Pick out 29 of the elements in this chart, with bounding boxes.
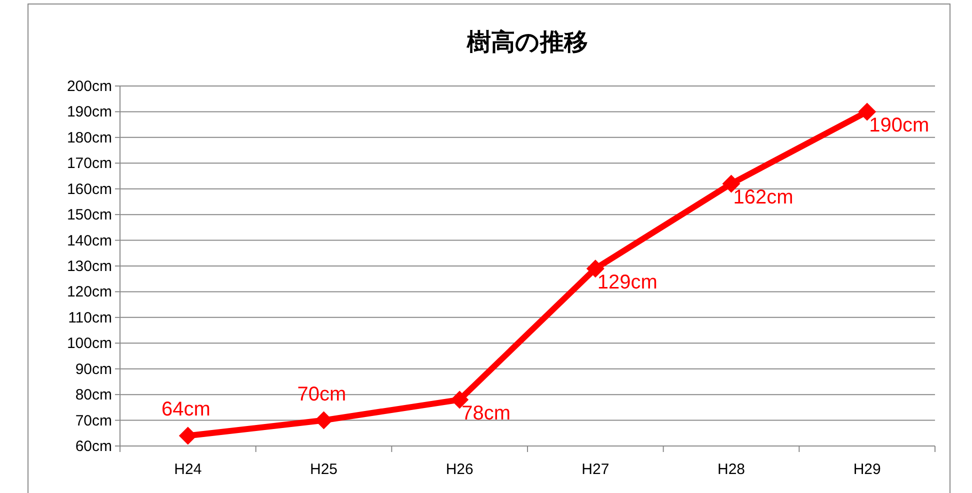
y-tick-label: 200cm	[66, 78, 112, 95]
x-tick-label: H29	[853, 461, 881, 478]
data-label: 162cm	[733, 186, 794, 209]
x-tick-label: H26	[446, 461, 474, 478]
y-tick-label: 160cm	[66, 180, 112, 198]
data-label: 78cm	[462, 402, 510, 425]
y-tick-label: 190cm	[66, 104, 112, 121]
data-label: 70cm	[297, 383, 346, 406]
x-tick-label: H25	[310, 461, 338, 478]
y-tick-label: 130cm	[66, 258, 112, 275]
y-tick-label: 110cm	[68, 309, 112, 326]
x-tick-label: H27	[582, 461, 610, 478]
y-tick-label: 70cm	[75, 412, 112, 430]
data-label: 64cm	[161, 398, 210, 421]
chart-title: 樹高の推移	[466, 28, 588, 56]
y-tick-label: 120cm	[66, 284, 112, 301]
point	[178, 426, 197, 445]
y-tick-label: 90cm	[75, 360, 112, 378]
data-label: 129cm	[597, 272, 658, 294]
y-tick-label: 80cm	[75, 386, 112, 404]
y-tick-label: 60cm	[75, 438, 112, 455]
x-tick-label: H28	[717, 461, 746, 478]
y-tick-label: 140cm	[66, 232, 112, 250]
x-tick-label: H24	[174, 461, 202, 478]
data-label: 190cm	[869, 114, 930, 137]
y-tick-label: 150cm	[66, 206, 112, 224]
y-tick-label: 180cm	[66, 129, 112, 146]
y-tick-label: 100cm	[66, 335, 112, 352]
y-tick-label: 170cm	[66, 155, 112, 172]
